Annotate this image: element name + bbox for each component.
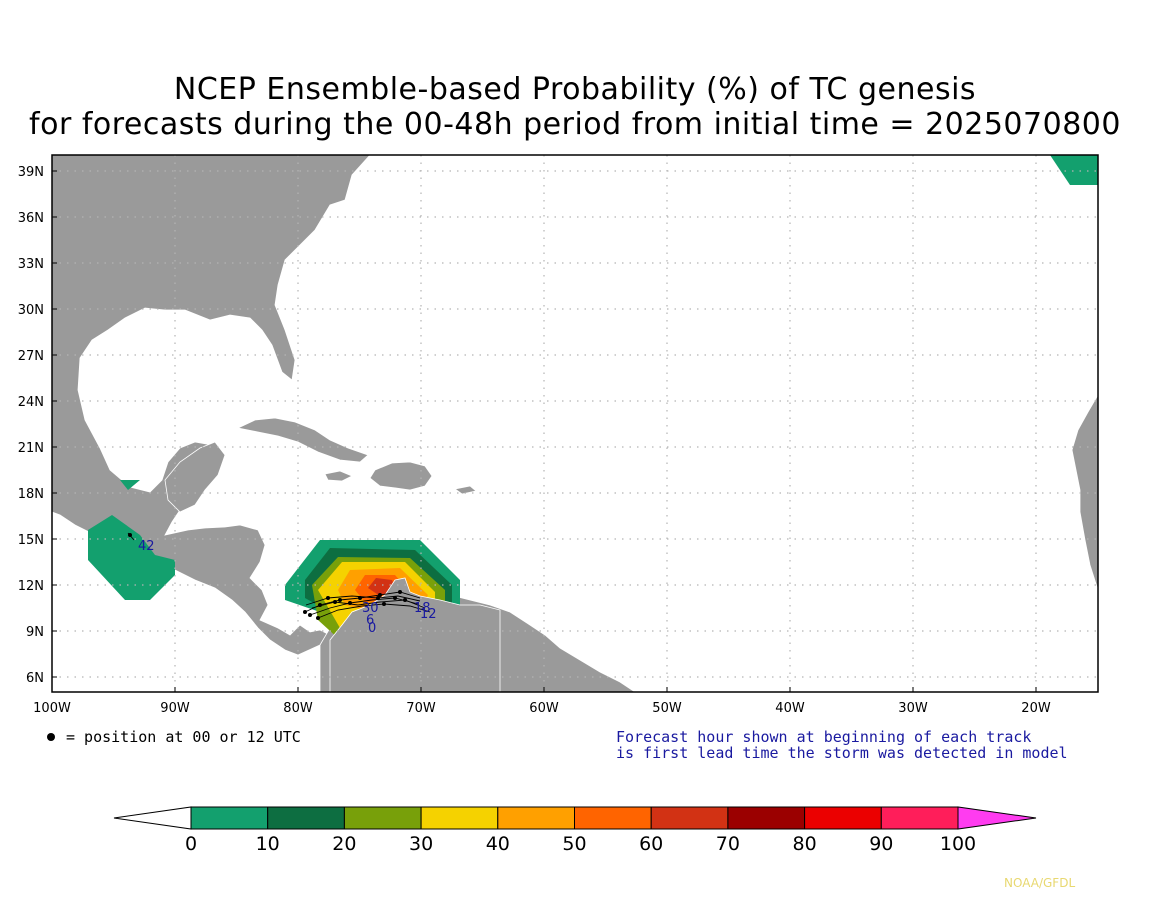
lat-tick-label: 27N: [18, 349, 44, 364]
lat-tick-label: 15N: [18, 533, 44, 548]
colorbar-swatch: [497, 806, 575, 830]
lon-tick-label: 20W: [1021, 701, 1051, 716]
forecast-hour-label: 0: [368, 621, 376, 636]
forecast-hour-label: 18: [414, 601, 431, 616]
lat-tick-label: 21N: [18, 441, 44, 456]
lon-tick-label: 90W: [160, 701, 190, 716]
lat-tick-label: 39N: [18, 165, 44, 180]
credit-label: NOAA/GFDL: [1004, 876, 1076, 890]
genesis-prob-gulf-honduras: [88, 480, 175, 600]
colorbar-label: 10: [256, 833, 280, 855]
forecast-hour-label: 12: [420, 607, 437, 622]
lat-tick-label: 6N: [26, 671, 44, 686]
colorbar-label: 60: [639, 833, 663, 855]
map-frame: [51, 154, 1099, 693]
colorbar-under-arrow: [113, 806, 192, 830]
colorbar-swatch: [420, 806, 499, 830]
title-line-2: for forecasts during the 00-48h period f…: [29, 107, 1121, 142]
track-point: [318, 603, 322, 607]
colorbar-swatch: [727, 806, 806, 830]
lon-tick-label: 40W: [775, 701, 805, 716]
colorbar-label: 20: [332, 833, 356, 855]
track-point: [378, 593, 382, 597]
colorbar-label: 70: [716, 833, 740, 855]
colorbar-label: 30: [409, 833, 433, 855]
map-content: 42 30 6 0 18 12: [52, 155, 1098, 692]
track-point: [382, 602, 386, 606]
lat-tick-label: 36N: [18, 211, 44, 226]
lon-tick-label: 50W: [652, 701, 682, 716]
track-point: [308, 613, 312, 617]
genesis-prob-northeast: [1050, 155, 1098, 185]
lat-tick-label: 33N: [18, 257, 44, 272]
colorbar-swatch: [267, 806, 345, 830]
colorbar-swatch: [880, 806, 959, 830]
land-yucatan: [164, 441, 226, 513]
lon-tick-label: 70W: [406, 701, 436, 716]
lat-tick-label: 18N: [18, 487, 44, 502]
colorbar-label: 100: [940, 833, 976, 855]
colorbar-swatch: [343, 806, 422, 830]
land-puerto-rico: [454, 485, 477, 495]
colorbar-swatch: [574, 806, 652, 830]
lon-tick-label: 100W: [33, 701, 71, 716]
forecast-hour-label: 30: [362, 601, 379, 616]
colorbar-swatch: [804, 806, 882, 830]
track-point: [303, 610, 307, 614]
colorbar: 0 10 20 30 40 50 60 70 80 90 100: [113, 806, 1037, 855]
land-africa: [1071, 394, 1098, 591]
land-hispaniola: [369, 461, 433, 491]
lon-tick-label: 30W: [898, 701, 928, 716]
colorbar-swatch: [650, 806, 729, 830]
colorbar-swatch: [190, 806, 269, 830]
lat-tick-label: 24N: [18, 395, 44, 410]
colorbar-label: 80: [793, 833, 817, 855]
forecast-hour-note-line-1: Forecast hour shown at beginning of each…: [616, 728, 1032, 746]
track-point: [128, 533, 132, 537]
colorbar-label: 0: [185, 833, 197, 855]
land-cuba: [236, 417, 369, 463]
lon-tick-label: 60W: [529, 701, 559, 716]
storm-track: [309, 597, 419, 616]
track-point: [326, 596, 330, 600]
track-point: [348, 601, 352, 605]
track-point: [376, 596, 380, 600]
forecast-hour-label: 42: [138, 539, 155, 554]
track-point: [333, 600, 337, 604]
lat-tick-label: 30N: [18, 303, 44, 318]
track-point: [338, 598, 342, 602]
latitude-labels: 39N 36N 33N 30N 27N 24N 21N 18N 15N 12N 9N 6N: [18, 165, 57, 686]
lat-tick-label: 9N: [26, 625, 44, 640]
storm-track-points: [128, 533, 407, 620]
colorbar-label: 90: [869, 833, 893, 855]
position-dot-icon: [47, 733, 55, 741]
colorbar-label: 50: [562, 833, 586, 855]
land-jamaica: [324, 470, 353, 482]
storm-track: [317, 603, 431, 619]
longitude-labels: 100W 90W 80W 70W 60W 50W 40W 30W 20W: [33, 687, 1051, 716]
lat-tick-label: 12N: [18, 579, 44, 594]
track-point: [316, 616, 320, 620]
lon-tick-label: 80W: [283, 701, 313, 716]
storm-track: [311, 599, 426, 609]
forecast-hour-label: 6: [366, 613, 374, 628]
forecast-hour-note-line-2: is first lead time the storm was detecte…: [616, 744, 1068, 762]
track-point: [393, 596, 397, 600]
colorbar-label: 40: [486, 833, 510, 855]
title-line-1: NCEP Ensemble-based Probability (%) of T…: [173, 72, 977, 107]
land-venezuela-coast: [329, 577, 501, 692]
colorbar-over-arrow: [957, 806, 1037, 830]
track-point: [398, 590, 402, 594]
storm-track: [305, 595, 421, 606]
position-legend-text: = position at 00 or 12 UTC: [66, 728, 301, 746]
track-point: [358, 596, 362, 600]
track-point: [403, 598, 407, 602]
